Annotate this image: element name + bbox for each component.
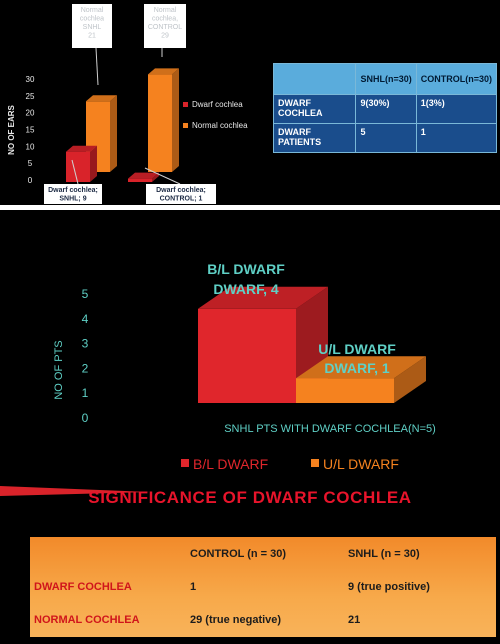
table-cell: DWARF COCHLEA [34,580,132,593]
control-normal-callout-text: CONTROL [148,24,182,31]
ears-chart-panel: NO OF EARS 0 5 10 15 20 25 30 Dwarf cochlea Norma… [0,0,500,205]
patients-chart-panel: NO OF PTS 0 1 2 3 4 5 B/L DWARF DWARF, 4 U/L DWAR… [0,210,500,480]
table-row: DWARF COCHLEA 1 9 (true positive) [30,570,496,603]
legend-label-dwarf: Dwarf cochlea [192,100,243,109]
table-header-cell: CONTROL (n = 30) [190,547,287,560]
snhl-normal-callout-text: cochlea [80,16,104,23]
y-tick-label: 20 [26,109,35,118]
y-tick-label: 5 [82,287,89,301]
dwarf-cochlea-bar [128,172,159,182]
normal-cochlea-bar [148,68,179,172]
control-normal-callout-text: cochlea, [152,16,178,23]
control-normal-callout-text: 29 [161,33,169,40]
legend-label-ul: U/L DWARF [323,456,399,472]
table-cell: DWARF COCHLEA [272,94,357,124]
legend-swatch-bl [181,459,189,467]
control-dwarf-callout-box [146,184,216,204]
snhl-dwarf-callout-text: SNHL; 9 [59,196,86,203]
patients-bar-chart: NO OF PTS 0 1 2 3 4 5 B/L DWARF DWARF, 4 U/L DWAR… [53,261,436,472]
table-header-cell [272,63,357,95]
table-cell: DWARF PATIENTS [272,123,357,153]
legend-swatch-dwarf [183,102,188,107]
control-normal-callout-box [144,4,186,48]
table-header-cell: CONTROL(n=30) [415,63,498,95]
table-cell: 9 (true positive) [348,580,430,593]
y-axis-title: NO OF EARS [7,104,16,154]
snhl-dwarf-callout-leader [71,159,79,185]
dwarf-cochlea-bar [66,145,97,182]
significance-table: CONTROL (n = 30) SNHL (n = 30) DWARF COC… [30,537,496,637]
snhl-normal-callout-text: Normal [81,7,104,14]
data-label-bl-dwarf-value: DWARF, 4 [213,281,279,297]
y-axis-title: NO OF PTS [53,340,65,399]
table-cell: 5 [355,123,417,153]
table-cell: 1 [190,580,197,593]
significance-panel: SIGNIFICANCE OF DWARF COCHLEA CONTROL (n… [0,480,500,644]
y-tick-label: 4 [82,312,89,326]
x-axis-title: SNHL PTS WITH DWARF COCHLEA(N=5) [224,423,436,435]
control-dwarf-callout-leader [144,167,181,185]
table-cell: 29 (true negative) [190,614,282,627]
snhl-normal-callout-leader [95,47,99,86]
y-tick-label: 0 [28,176,33,185]
y-tick-label: 1 [82,386,89,400]
table-cell: NORMAL COCHLEA [34,614,140,627]
data-label-ul-dwarf: U/L DWARF [318,341,396,357]
significance-title: SIGNIFICANCE OF DWARF COCHLEA [88,488,412,507]
snhl-normal-callout-box [72,4,112,48]
y-tick-label: 15 [26,126,35,135]
legend-label-bl: B/L DWARF [193,456,268,472]
legend-swatch-ul [311,459,319,467]
snhl-normal-callout-text: 21 [88,33,96,40]
y-tick-label: 5 [28,159,33,168]
panel-divider [0,205,500,210]
legend-swatch-normal [183,123,188,128]
y-tick-label: 10 [26,142,35,151]
control-dwarf-callout-text: CONTROL; 1 [160,196,203,203]
dwarf-summary-table: SNHL(n=30) CONTROL(n=30) DWARF COCHLEA 9… [272,63,498,153]
data-label-bl-dwarf: B/L DWARF [207,261,285,277]
y-tick-label: 2 [82,361,89,375]
table-row: NORMAL COCHLEA 29 (true negative) 21 [30,604,496,637]
table-header-cell: SNHL(n=30) [355,63,417,95]
snhl-dwarf-callout-text: Dwarf cochlea; [48,187,98,194]
table-cell: 1 [415,123,498,153]
data-label-ul-dwarf-value: DWARF, 1 [324,360,390,376]
y-tick-label: 0 [82,411,89,425]
control-dwarf-callout-text: Dwarf cochlea; [156,187,206,194]
table-header-row: CONTROL (n = 30) SNHL (n = 30) [30,537,496,570]
table-header-cell: SNHL (n = 30) [348,547,420,560]
table-header-cell [30,537,186,570]
y-tick-label: 25 [26,92,35,101]
table-cell: 9(30%) [355,94,417,124]
y-tick-label: 30 [26,75,35,84]
legend-label-normal: Normal cochlea [192,121,248,130]
table-header-row: SNHL(n=30) CONTROL(n=30) [272,63,498,95]
control-normal-callout-text: Normal [154,7,177,14]
table-row: DWARF PATIENTS 5 1 [272,123,498,153]
snhl-normal-callout-text: SNHL [83,24,102,31]
y-tick-label: 3 [82,337,89,351]
table-cell: 1(3%) [415,94,498,124]
ul-dwarf-bar [296,356,426,403]
table-cell: 21 [348,614,361,627]
red-swoosh-decoration [0,486,150,496]
table-row: DWARF COCHLEA 9(30%) 1(3%) [272,94,498,124]
normal-cochlea-bar [86,95,117,172]
ears-bar-chart: NO OF EARS 0 5 10 15 20 25 30 Dwarf cochlea Norma… [7,4,248,204]
snhl-dwarf-callout-box [44,184,102,204]
